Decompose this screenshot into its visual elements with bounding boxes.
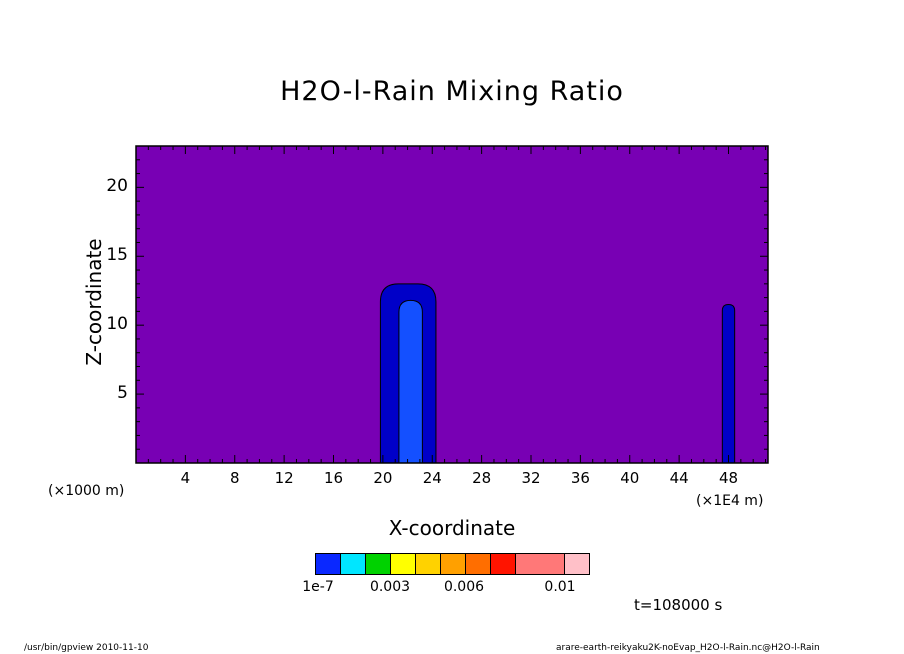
x-tick-label: 44 — [669, 469, 689, 487]
colorbar-box — [366, 554, 391, 574]
x-tick-label: 36 — [570, 469, 590, 487]
contour-features — [379, 283, 736, 464]
chart-title: H2O-l-Rain Mixing Ratio — [280, 76, 624, 107]
colorbar-box — [416, 554, 441, 574]
x-axis-label: X-coordinate — [388, 516, 516, 540]
x-tick-label: 8 — [229, 469, 240, 487]
y-axis-label: Z-coordinate — [82, 238, 106, 366]
x-tick-label: 32 — [521, 469, 541, 487]
plot-background — [136, 146, 768, 463]
colorbar-tick-label: 0.003 — [369, 579, 411, 595]
y-tick-label: 10 — [106, 314, 128, 335]
colorbar-box — [316, 554, 341, 574]
colorbar-tick-label: 0.006 — [443, 579, 485, 595]
colorbar-box — [565, 554, 589, 574]
footer-command: /usr/bin/gpview 2010-11-10 — [24, 643, 149, 653]
x-tick-label: 20 — [373, 469, 393, 487]
colorbar-box — [341, 554, 366, 574]
time-label: t=108000 s — [634, 596, 723, 614]
x-tick-label: 16 — [323, 469, 344, 487]
colorbar-tick-label: 0.01 — [544, 579, 576, 595]
colorbar-box — [491, 554, 516, 574]
contour-region-2 — [721, 303, 736, 464]
x-tick-label: 12 — [274, 469, 294, 487]
contour-region-1 — [398, 299, 423, 464]
colorbar-tick-label: 1e-7 — [302, 579, 334, 595]
footer-source: arare-earth-reikyaku2K-noEvap_H2O-l-Rain… — [556, 643, 820, 653]
plot-frame — [135, 145, 769, 464]
colorbar-box — [391, 554, 416, 574]
x-tick-label: 24 — [422, 469, 442, 487]
y-tick-label: 20 — [106, 176, 128, 197]
x-tick-label: 40 — [620, 469, 640, 487]
y-tick-label: 15 — [106, 245, 128, 266]
x-tick-label: 4 — [180, 469, 191, 487]
x-unit-right: (×1E4 m) — [696, 493, 764, 509]
x-tick-label: 28 — [472, 469, 492, 487]
colorbar-box — [441, 554, 466, 574]
x-tick-label: 48 — [718, 469, 739, 487]
x-unit-left: (×1000 m) — [48, 483, 125, 499]
colorbar-box — [516, 554, 565, 574]
colorbar — [315, 553, 590, 575]
y-tick-label: 5 — [117, 383, 128, 404]
colorbar-box — [466, 554, 491, 574]
